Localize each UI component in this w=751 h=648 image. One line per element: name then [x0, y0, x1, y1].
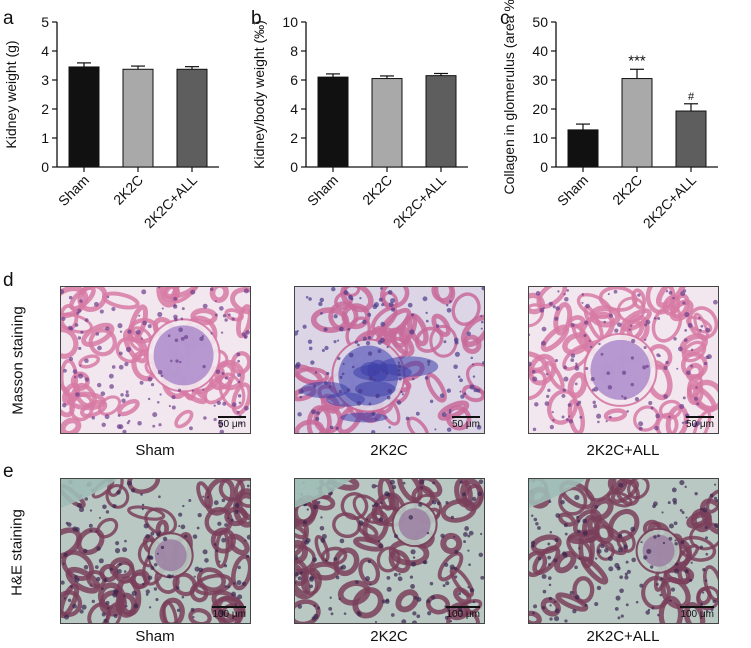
panel-letter-e: e — [3, 461, 14, 482]
micrograph-he-2k2c: 100 μm — [294, 478, 485, 624]
y-tick-label: 0 — [540, 159, 548, 175]
y-tick-label: 30 — [532, 72, 548, 88]
y-tick-label: 20 — [532, 101, 548, 117]
tissue-image — [529, 479, 718, 623]
tissue-image — [295, 287, 484, 433]
y-tick-label: 0 — [290, 159, 298, 175]
panel-letter-d: d — [3, 270, 14, 291]
micrograph-masson-2k2c: 50 μm — [294, 286, 485, 434]
caption-2k2c-d: 2K2C — [370, 442, 408, 459]
micrograph-he-sham: 100 μm — [60, 478, 251, 624]
panel-letter-a: a — [3, 8, 14, 29]
micrograph-masson-2k2c-all: 50 μm — [528, 286, 719, 434]
y-tick-label: 50 — [532, 14, 548, 30]
y-tick-label: 4 — [290, 101, 298, 117]
tissue-image — [61, 479, 250, 623]
caption-2k2c-e: 2K2C — [370, 628, 408, 645]
tissue-image — [61, 287, 250, 433]
y-tick-label: 40 — [532, 43, 548, 59]
y-axis-label: Kidney/body weight (‰) — [251, 20, 267, 169]
y-tick-label: 0 — [41, 159, 49, 175]
scale-bar: 100 μm — [212, 606, 246, 620]
x-tick-label: 2K2C — [110, 172, 146, 208]
bar — [425, 75, 457, 168]
y-tick-label: 3 — [41, 72, 49, 88]
y-tick-label: 2 — [290, 130, 298, 146]
y-tick-label: 2 — [41, 101, 49, 117]
significance-label: # — [688, 91, 695, 103]
row-label-masson: Masson staining — [9, 306, 27, 415]
bar — [176, 68, 208, 168]
x-tick-label: 2K2C+ALL — [141, 172, 201, 232]
micrograph-he-2k2c-all: 100 μm — [528, 478, 719, 624]
y-tick-label: 6 — [290, 72, 298, 88]
y-axis-label: Collagen in glomerulus (area %) — [501, 0, 517, 195]
tissue-image — [529, 287, 718, 433]
bar — [317, 76, 349, 168]
significance-label: *** — [628, 52, 646, 69]
bar — [567, 129, 599, 168]
chart-c: 0 10 20 30 40 50 Collagen in glomerulus (area … — [501, 0, 718, 231]
y-tick-label: 5 — [41, 14, 49, 30]
x-tick-label: 2K2C — [609, 172, 645, 208]
bar — [122, 68, 154, 168]
chart-b: 0 2 4 6 8 10 Kidney/body weight (‰) Sham 2K2C2K2… — [251, 14, 468, 231]
y-axis-label: Kidney weight (g) — [3, 40, 19, 148]
y-tick-label: 4 — [41, 43, 49, 59]
panel-letter-b: b — [251, 8, 262, 29]
y-tick-label: 10 — [282, 14, 298, 30]
scale-bar: 50 μm — [218, 416, 246, 430]
scale-bar: 50 μm — [686, 416, 714, 430]
x-tick-label: 2K2C — [359, 172, 395, 208]
scale-bar: 100 μm — [680, 606, 714, 620]
caption-2k2c-all-e: 2K2C+ALL — [586, 628, 660, 645]
bar — [621, 78, 653, 168]
x-tick-label: Sham — [554, 172, 591, 209]
tissue-image — [295, 479, 484, 623]
scale-bar: 100 μm — [446, 606, 480, 620]
micrograph-masson-sham: 50 μm — [60, 286, 251, 434]
y-tick-label: 1 — [41, 130, 49, 146]
caption-sham-e: Sham — [135, 628, 175, 645]
caption-sham-d: Sham — [135, 442, 175, 459]
x-tick-label: Sham — [304, 172, 341, 209]
panel-letter-c: c — [500, 8, 510, 29]
x-tick-label: 2K2C+ALL — [390, 172, 450, 232]
bar — [675, 110, 707, 168]
y-tick-label: 8 — [290, 43, 298, 59]
bar — [371, 78, 403, 168]
x-tick-label: Sham — [55, 172, 92, 209]
caption-2k2c-all-d: 2K2C+ALL — [586, 442, 660, 459]
row-label-he: H&E staining — [8, 509, 26, 596]
x-tick-label: 2K2C+ALL — [640, 172, 700, 232]
y-tick-label: 10 — [532, 130, 548, 146]
bar — [68, 66, 100, 168]
scale-bar: 50 μm — [452, 416, 480, 430]
